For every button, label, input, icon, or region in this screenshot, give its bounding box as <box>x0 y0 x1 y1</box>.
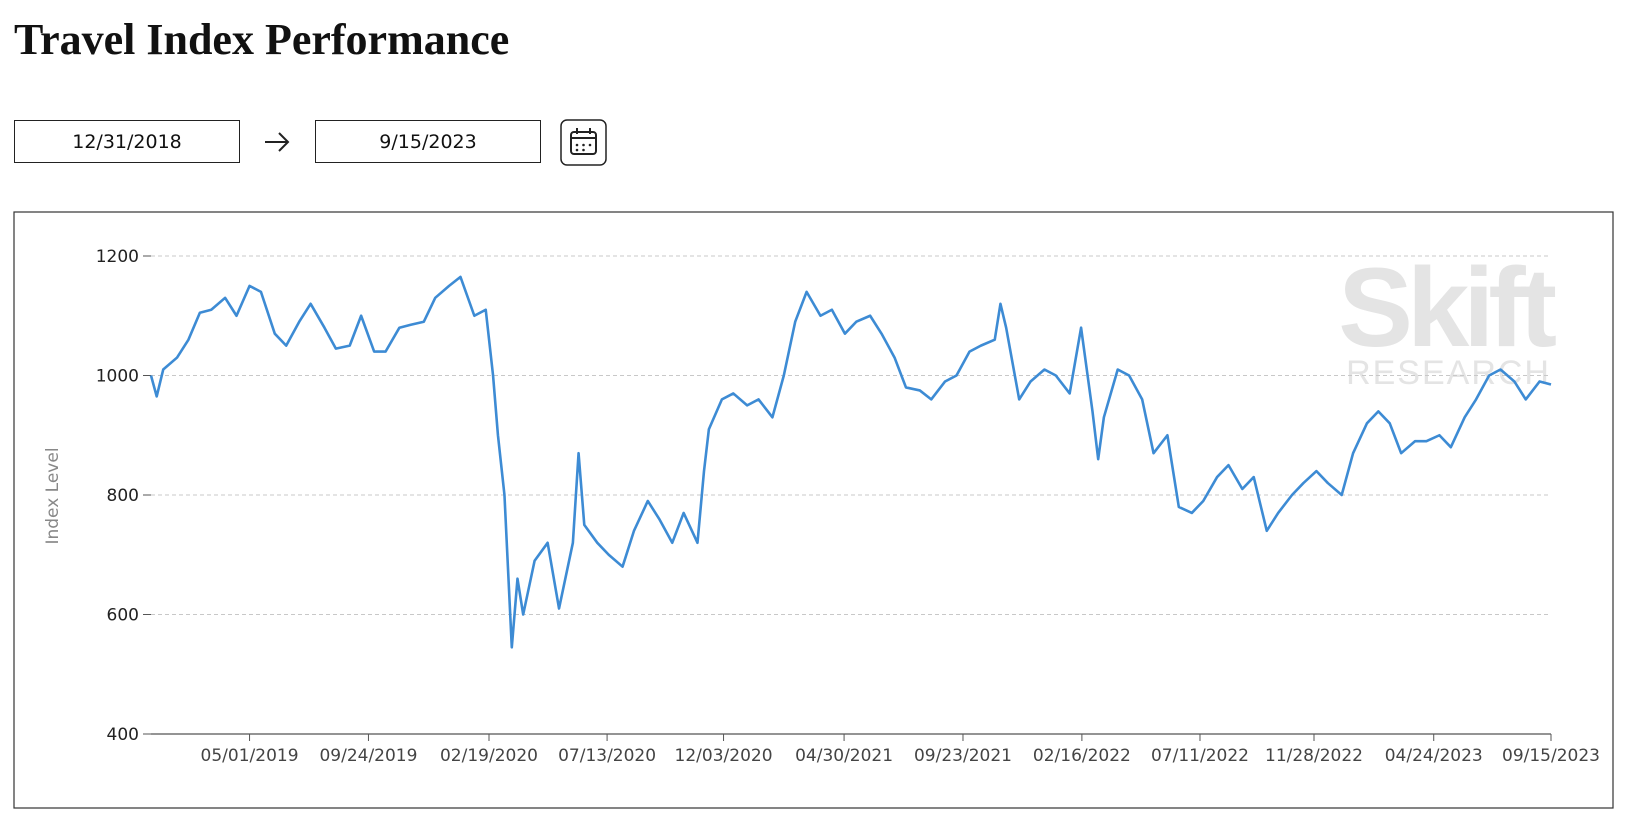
y-tick-label: 1200 <box>96 247 139 267</box>
x-tick-label: 02/16/2022 <box>1033 746 1131 766</box>
x-tick-label: 05/01/2019 <box>201 746 299 766</box>
start-date-input[interactable]: 12/31/2018 <box>14 120 240 163</box>
y-tick-label: 800 <box>107 486 139 506</box>
x-tick-label: 09/15/2023 <box>1502 746 1600 766</box>
watermark-subtitle: RESEARCH <box>1346 354 1551 392</box>
x-tick-label: 09/23/2021 <box>914 746 1012 766</box>
y-tick-label: 600 <box>107 606 139 626</box>
end-date-input[interactable]: 9/15/2023 <box>315 120 541 163</box>
page-title: Travel Index Performance <box>14 15 510 64</box>
calendar-button[interactable] <box>560 119 607 166</box>
y-tick-label: 400 <box>107 725 139 745</box>
arrow-icon <box>265 132 290 152</box>
y-axis-label: Index Level <box>43 447 63 544</box>
watermark-title: Skift <box>1338 245 1555 370</box>
x-tick-label: 07/11/2022 <box>1151 746 1249 766</box>
x-tick-label: 11/28/2022 <box>1265 746 1363 766</box>
x-tick-label: 04/30/2021 <box>795 746 893 766</box>
x-tick-label: 09/24/2019 <box>319 746 417 766</box>
x-tick-label: 07/13/2020 <box>558 746 656 766</box>
x-tick-label: 02/19/2020 <box>440 746 538 766</box>
x-tick-label: 04/24/2023 <box>1385 746 1483 766</box>
x-tick-label: 12/03/2020 <box>675 746 773 766</box>
index-line <box>149 275 1552 649</box>
y-tick-label: 1000 <box>96 367 139 387</box>
chart-frame <box>13 211 1614 809</box>
